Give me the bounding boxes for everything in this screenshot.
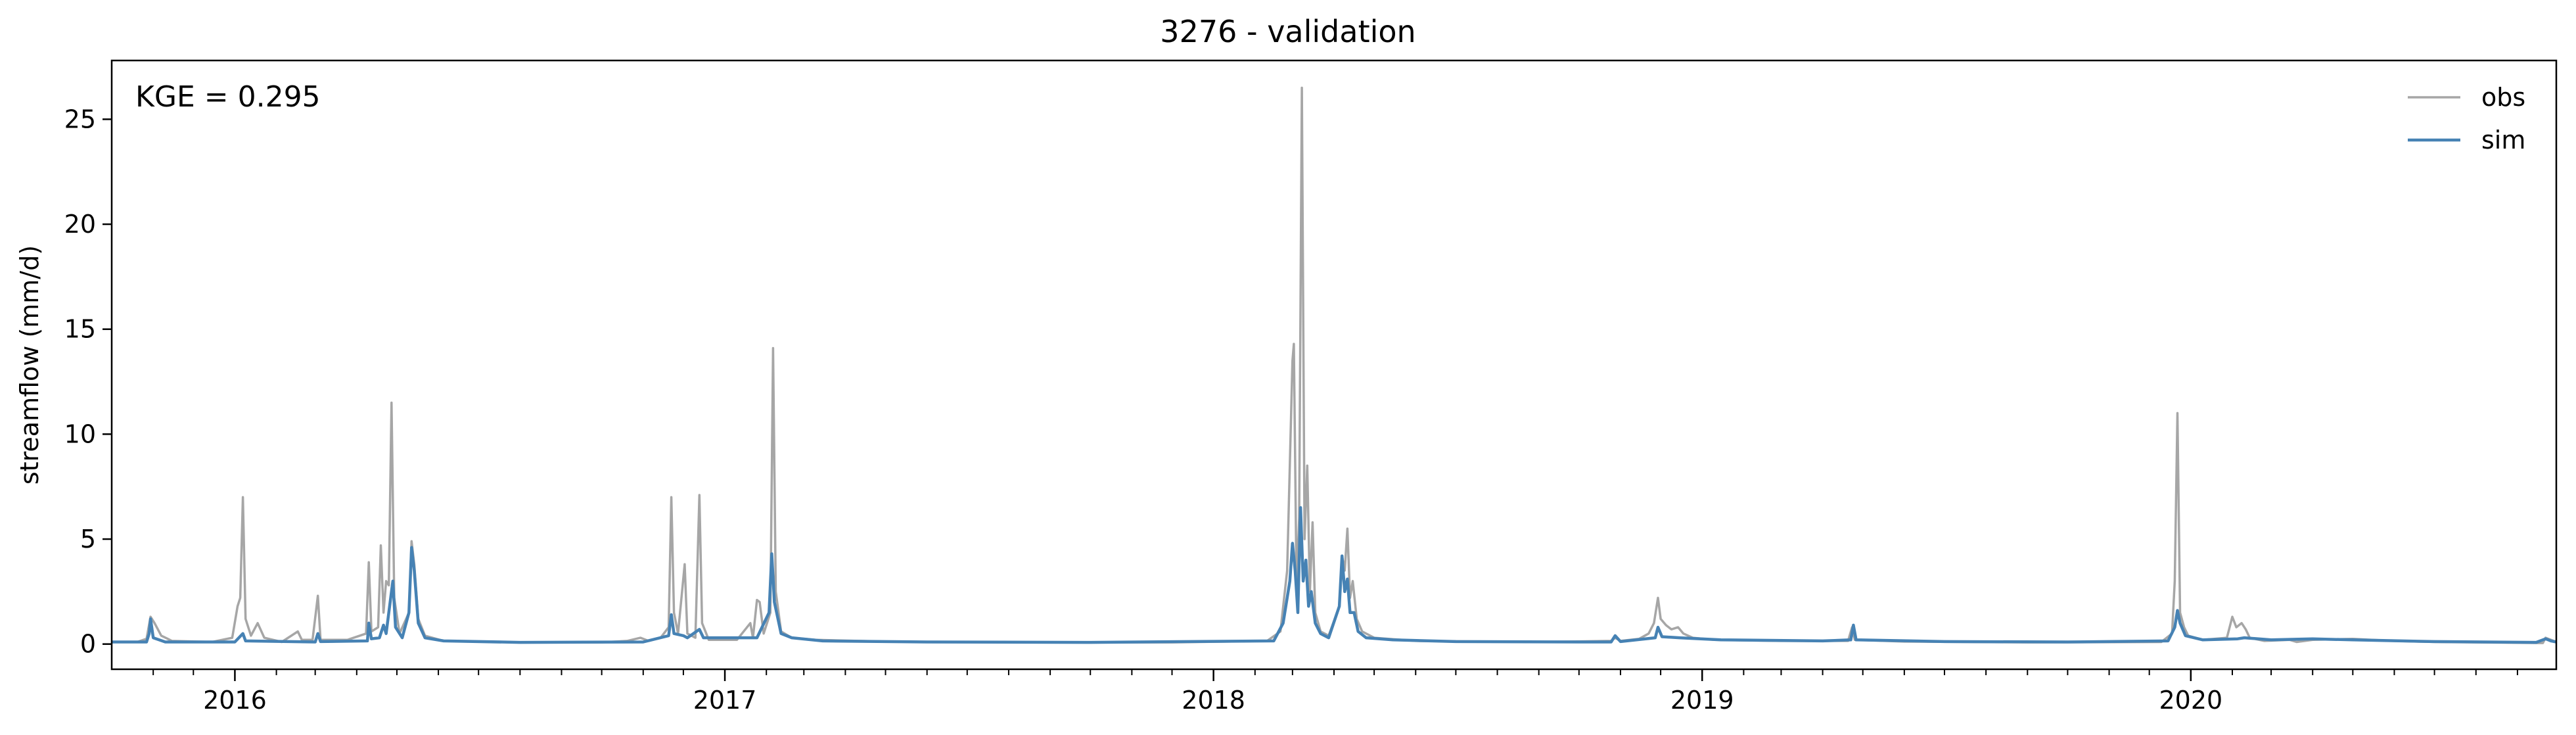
y-tick-label: 10 <box>64 419 96 448</box>
kge-annotation: KGE = 0.295 <box>135 80 321 114</box>
x-tick-label: 2019 <box>1670 686 1734 715</box>
series-line-obs <box>112 86 2557 644</box>
x-tick-label: 2017 <box>693 686 757 715</box>
y-axis: 0 5 10 15 20 25 <box>64 105 112 659</box>
x-tick-label: 2020 <box>2159 686 2222 715</box>
x-tick-label: 2018 <box>1182 686 1245 715</box>
series-line-sim <box>112 506 2557 644</box>
plot-frame <box>110 59 2558 671</box>
y-axis-label: streamflow (mm/d) <box>15 245 44 485</box>
legend: obs sim <box>2408 83 2525 154</box>
legend-label-obs: obs <box>2481 83 2525 112</box>
y-tick-label: 25 <box>64 105 96 133</box>
y-tick-label: 0 <box>80 630 96 659</box>
y-tick-label: 20 <box>64 210 96 239</box>
x-axis: 2016 2017 2018 2019 2020 <box>152 669 2518 715</box>
x-tick-label: 2016 <box>203 686 267 715</box>
y-tick-label: 5 <box>80 525 96 554</box>
series-layer <box>112 86 2557 644</box>
y-tick-label: 15 <box>64 315 96 344</box>
legend-label-sim: sim <box>2481 126 2525 154</box>
chart-title: 3276 - validation <box>1160 14 1415 49</box>
